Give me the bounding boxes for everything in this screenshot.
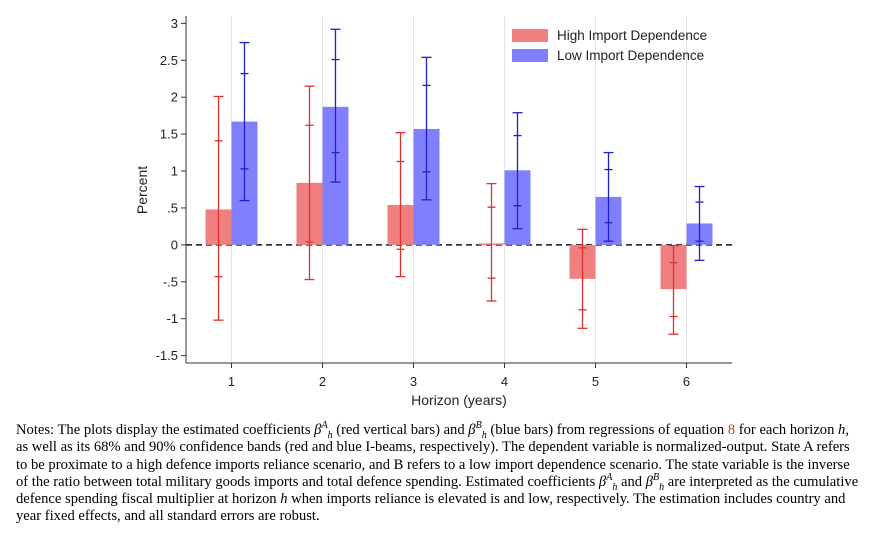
horizon-symbol-2: h [280,491,288,508]
notes-text-8: when imports reliance is elevated is and… [16,491,846,525]
legend-label-low: Low Import Dependence [557,48,704,63]
x-tick-label-5: 5 [592,374,599,389]
y-tick-label-3: 1.5 [160,127,178,142]
beta-hat-a-letter: β [598,473,607,490]
beta-a-sup: A [321,420,328,432]
y-tick-label-2: 2 [171,90,178,105]
notes-text-2: (red vertical bars) and [332,422,469,438]
y-tick-label-9: -1.5 [156,348,178,363]
x-tick-label-3: 3 [410,374,417,389]
beta-b-letter: β [468,422,476,438]
beta-hat-b-symbol: βBh [645,472,665,493]
beta-hat-b-sub: h [659,481,665,493]
y-tick-label-6: 0 [171,237,178,252]
y-tick-label-7: -.5 [163,274,178,289]
x-tick-label-4: 4 [501,374,508,389]
chart-bars [205,106,713,290]
beta-a-symbol: βAh [314,420,333,441]
beta-hat-a-sub: h [612,481,618,493]
y-axis-label: Percent [134,166,150,214]
equation-reference-link[interactable]: 8 [727,422,736,438]
beta-hat-b-sup: B [652,472,660,484]
horizon-symbol: h [838,422,846,438]
chart-axes [181,16,732,368]
x-tick-label-2: 2 [319,374,326,389]
x-tick-label-1: 1 [228,374,235,389]
beta-hat-a-symbol: βAh [598,472,618,493]
y-tick-label-0: 3 [171,16,178,31]
y-tick-labels: 32.521.51.50-.5-1-1.5 [156,16,178,363]
beta-b-sup: B [475,420,482,432]
x-axis-label: Horizon (years) [411,392,507,408]
figure-notes: Notes: The plots display the estimated c… [16,420,861,526]
y-tick-label-5: .5 [167,200,178,215]
notes-text-1: Notes: The plots display the estimated c… [16,422,315,438]
notes-text-7: are interpreted as the cumulative defenc… [16,473,859,508]
notes-text-5: , as well as its 68% and 90% confidence … [16,422,850,490]
legend-swatch-low [512,49,548,62]
beta-a-sub: h [327,429,333,441]
y-tick-label-8: -1 [166,311,178,326]
notes-text-6: and [617,473,646,490]
legend-label-high: High Import Dependence [557,28,707,43]
beta-b-sub: h [481,429,487,441]
x-tick-labels: 1 2 3 4 5 6 [228,374,690,389]
y-tick-label-1: 2.5 [160,53,178,68]
beta-hat-a-sup: A [606,472,613,484]
legend-swatch-high [512,29,548,42]
confidence-intervals [213,28,705,335]
legend: High Import Dependence Low Import Depend… [512,28,707,63]
beta-a-letter: β [314,422,322,438]
beta-hat-b-letter: β [645,473,653,490]
notes-text-4: for each horizon [735,422,839,438]
beta-b-symbol: βBh [468,420,487,441]
y-tick-label-4: 1 [171,164,178,179]
x-tick-label-6: 6 [683,374,690,389]
notes-text-3: (blue bars) from regressions of equation [486,422,728,438]
